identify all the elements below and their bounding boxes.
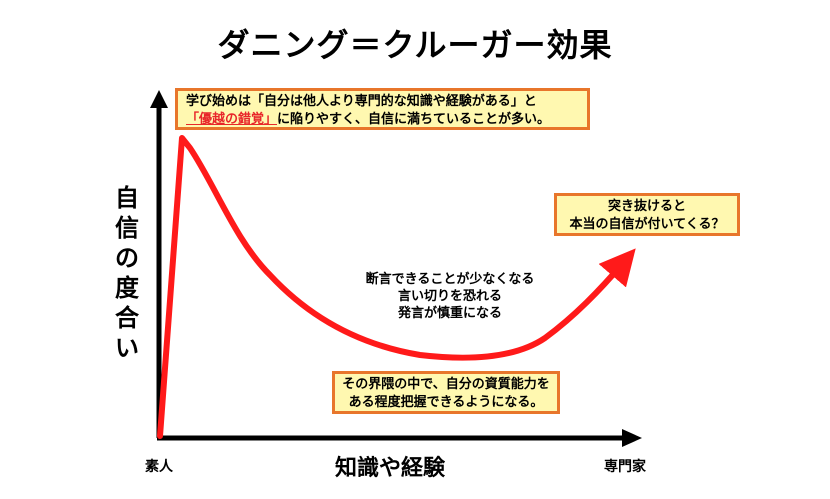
valley-line1: 断言できることが少なくなる [365,272,535,287]
x-axis-end-label: 専門家 [604,459,646,475]
bottom-box-line2: ある程度把握できるようになる。 [348,395,544,410]
y-axis-arrow-icon [150,90,168,108]
y-axis [150,90,168,438]
confidence-curve [157,135,636,439]
x-axis-start-label: 素人 [145,459,173,475]
top-box-line1: 学び始めは「自分は他人より専門的な知識や経験がある」と [186,94,537,109]
x-axis-arrow-icon [622,429,642,447]
self-assessment-annotation-box: その界隈の中で、自分の資質能力を ある程度把握できるようになる。 [332,371,560,414]
overconfidence-annotation-box: 学び始めは「自分は他人より専門的な知識や経験がある」と 「優越の錯覚」に陥りやす… [175,88,590,130]
chart-title: ダニング＝クルーガー効果 [217,26,613,64]
true-confidence-annotation-box: 突き抜けると 本当の自信が付いてくる？ [554,193,740,236]
valley-description: 断言できることが少なくなる 言い切りを恐れる 発言が慎重になる [340,271,560,322]
right-box-line2: 本当の自信が付いてくる？ [569,217,725,232]
valley-line3: 発言が慎重になる [397,306,502,321]
illusion-of-superiority-highlight: 「優越の錯覚」 [186,112,278,127]
top-box-line2: 「優越の錯覚」に陥りやすく、自信に満ちていることが多い。 [186,111,579,129]
right-box-line1: 突き抜けると [607,199,686,214]
bottom-box-line1: その界隈の中で、自分の資質能力を [342,377,550,392]
y-axis-label: 自信の度合い [115,184,139,362]
top-box-line2-rest: に陥りやすく、自信に満ちていることが多い。 [277,112,551,127]
x-axis-label: 知識や経験 [335,456,446,481]
valley-line2: 言い切りを恐れる [397,289,502,304]
x-axis [157,429,642,447]
